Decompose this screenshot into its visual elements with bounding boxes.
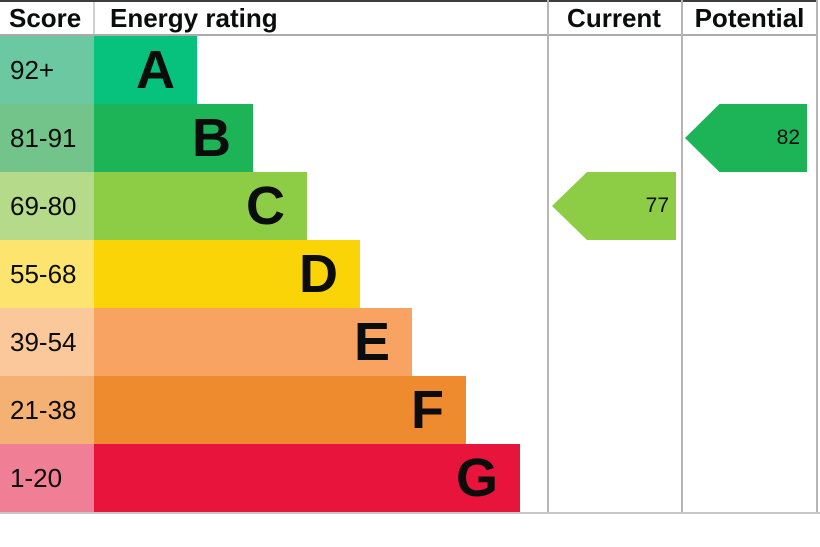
band-score-label: 39-54 (10, 326, 77, 357)
band-score-cell: 21-38 (0, 376, 94, 444)
current-rating-value: 77 (645, 194, 669, 217)
table-right-border (816, 0, 818, 512)
header-current: Current (567, 2, 661, 33)
band-bar: D (94, 240, 360, 308)
band-letter: C (246, 176, 285, 236)
band-row: 1-20 G (0, 444, 520, 512)
band-row: 69-80 C (0, 172, 520, 240)
band-bar: E (94, 308, 412, 376)
current-rating-arrow: 77 (552, 172, 676, 240)
header-potential: Potential (694, 2, 805, 33)
band-score-cell: 55-68 (0, 240, 94, 308)
band-letter: B (192, 108, 231, 168)
band-score-label: 55-68 (10, 258, 77, 289)
band-score-cell: 92+ (0, 36, 94, 104)
band-bar: B (94, 104, 253, 172)
band-score-label: 92+ (10, 54, 55, 85)
current-column-divider (547, 0, 549, 512)
potential-rating-value: 82 (776, 126, 800, 149)
table-top-border (0, 0, 818, 2)
band-score-cell: 1-20 (0, 444, 94, 512)
table-header: Score Energy rating Current Potential (0, 2, 818, 34)
band-score-cell: 69-80 (0, 172, 94, 240)
band-score-cell: 39-54 (0, 308, 94, 376)
band-row: 81-91 B (0, 104, 520, 172)
band-letter: A (136, 40, 175, 100)
band-letter: E (353, 312, 390, 372)
table-bottom-border (0, 512, 820, 514)
band-row: 21-38 F (0, 376, 520, 444)
band-row: 39-54 E (0, 308, 520, 376)
band-bar: F (94, 376, 466, 444)
band-bar: C (94, 172, 307, 240)
band-letter: F (411, 380, 444, 440)
header-energy-rating: Energy rating (110, 2, 278, 33)
header-score-divider (93, 2, 95, 34)
band-score-label: 81-91 (10, 122, 77, 153)
band-score-label: 21-38 (10, 394, 77, 425)
potential-arrow-shape (685, 104, 807, 172)
band-bar: A (94, 36, 197, 104)
current-arrow-shape (552, 172, 676, 240)
band-score-cell: 81-91 (0, 104, 94, 172)
band-letter: G (455, 448, 498, 508)
band-rows: 92+ A 81-91 B 69-80 C 55-68 D 39-54 (0, 36, 520, 512)
band-score-label: 1-20 (10, 462, 63, 493)
potential-column-divider (681, 0, 683, 512)
band-row: 92+ A (0, 36, 520, 104)
header-bottom-border (0, 34, 818, 36)
band-letter: D (299, 244, 338, 304)
band-bar: G (94, 444, 520, 512)
band-row: 55-68 D (0, 240, 520, 308)
header-score: Score (9, 2, 82, 33)
band-score-label: 69-80 (10, 190, 77, 221)
potential-rating-arrow: 82 (685, 104, 807, 172)
